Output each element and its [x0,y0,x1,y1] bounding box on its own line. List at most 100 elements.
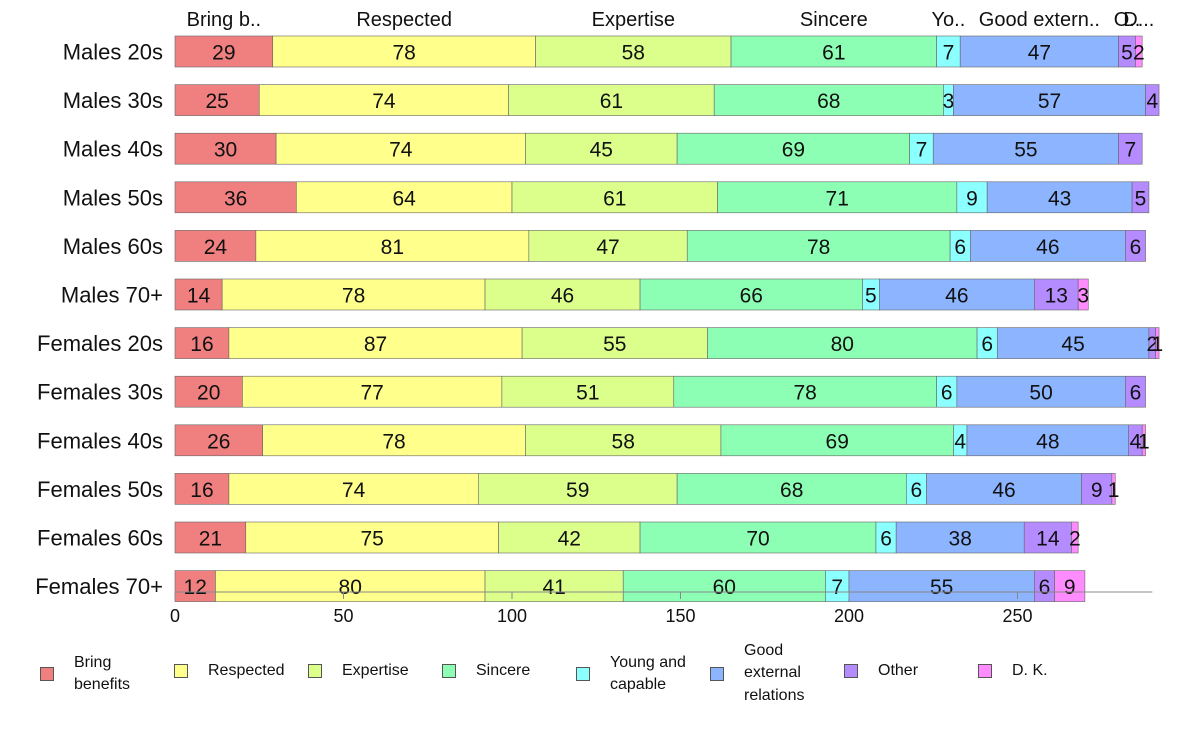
category-label: Males 30s [63,88,163,113]
category-label: Females 60s [37,526,163,551]
category-label: Females 50s [37,477,163,502]
data-label: 78 [807,236,830,259]
data-label: 24 [204,236,228,259]
x-tick-label: 200 [834,606,864,626]
data-label: 16 [190,479,213,502]
legend-item-respected: Respected [174,660,285,682]
data-label: 77 [360,382,383,405]
data-label: 9 [1064,576,1076,599]
category-label: Males 60s [63,234,163,259]
bar-segment [730,35,937,68]
bar-segment [879,278,1035,311]
data-label: 87 [364,333,387,356]
bar-segment [215,570,486,602]
data-label: 43 [1048,187,1071,210]
data-label: 7 [916,139,928,162]
legend-item-other: Other [844,660,918,682]
data-label: 21 [199,528,222,551]
legend-label: Respected [208,662,285,679]
legend-swatch [442,664,456,679]
data-label: 6 [1130,236,1142,259]
legend-label: Other [878,662,919,679]
bar-segment [535,35,732,68]
data-label: 1 [1138,430,1150,453]
x-tick-label: 100 [497,606,527,626]
data-label: 6 [1130,382,1142,405]
legend-item-dk: D. K. [978,660,1048,682]
legend-swatch [576,667,590,682]
data-label: 6 [954,236,966,259]
bar-segment [986,181,1133,214]
legend-label: Good external relations [744,642,805,704]
data-label: 4 [1130,430,1142,453]
bar-segment [956,181,988,214]
legend: Bring benefits Respected Expertise Since… [0,640,1188,710]
legend-swatch [844,664,858,679]
bar-segment [1135,35,1143,68]
data-label: 3 [1077,285,1089,308]
x-tick-label: 50 [333,606,353,626]
data-label: 7 [831,576,843,599]
data-label: 3 [943,90,955,113]
bar-segment [1071,521,1079,554]
category-label: Females 30s [37,380,163,405]
data-label: 66 [740,285,763,308]
data-label: 55 [930,576,953,599]
data-label: 42 [558,528,581,551]
data-label: 78 [392,42,415,65]
data-label: 51 [576,382,599,405]
data-label: 60 [713,576,736,599]
data-label: 7 [1125,139,1137,162]
data-label: 14 [1036,528,1060,551]
data-label: 1 [1108,479,1120,502]
data-label: 48 [1036,430,1059,453]
bar-segment [1023,521,1072,554]
data-label: 45 [590,139,613,162]
legend-swatch [308,664,322,679]
data-label: 58 [622,42,645,65]
category-label: Males 50s [63,185,163,210]
legend-swatch [978,664,992,679]
data-label: 57 [1038,90,1061,113]
bar-segment [242,375,503,408]
bar-segment [1125,375,1146,408]
legend-swatch [40,667,54,682]
segment-header-label: Expertise [592,9,675,31]
bar-segment [258,84,509,116]
data-label: 47 [596,236,619,259]
bar-segment [959,35,1119,68]
bar-segment [1081,473,1113,505]
data-label: 5 [1121,42,1133,65]
data-label: 46 [1036,236,1059,259]
legend-label: Sincere [476,662,531,679]
data-label: 9 [1091,479,1103,502]
legend-label: Expertise [342,662,409,679]
bar-segment [1131,181,1150,214]
segment-header-label: O.. [1114,9,1141,31]
bar-segment [1118,132,1143,165]
bar-segment [707,327,978,359]
data-label: 68 [817,90,840,113]
bar-segment [717,181,958,214]
legend-item-expertise: Expertise [308,660,409,682]
bar-segment [272,35,536,68]
x-tick-label: 250 [1002,606,1032,626]
segment-header-label: Respected [356,9,452,31]
segment-header-label: D... [1123,9,1154,31]
data-label: 38 [949,528,972,551]
bar-segment [528,230,688,262]
data-label: 80 [339,576,362,599]
data-label: 64 [392,187,416,210]
legend-item-good-external-relations: Good external relations [710,640,804,707]
bar-segment [228,473,479,505]
bar-segment [174,424,263,457]
segment-header-label: Sincere [800,9,868,31]
data-label: 78 [794,382,817,405]
bar-segment [174,35,274,68]
bar-segment [296,181,513,214]
data-label: 61 [822,42,845,65]
data-label: 5 [1135,187,1147,210]
data-label: 50 [1029,382,1052,405]
data-label: 78 [382,430,405,453]
data-label: 45 [1061,333,1084,356]
